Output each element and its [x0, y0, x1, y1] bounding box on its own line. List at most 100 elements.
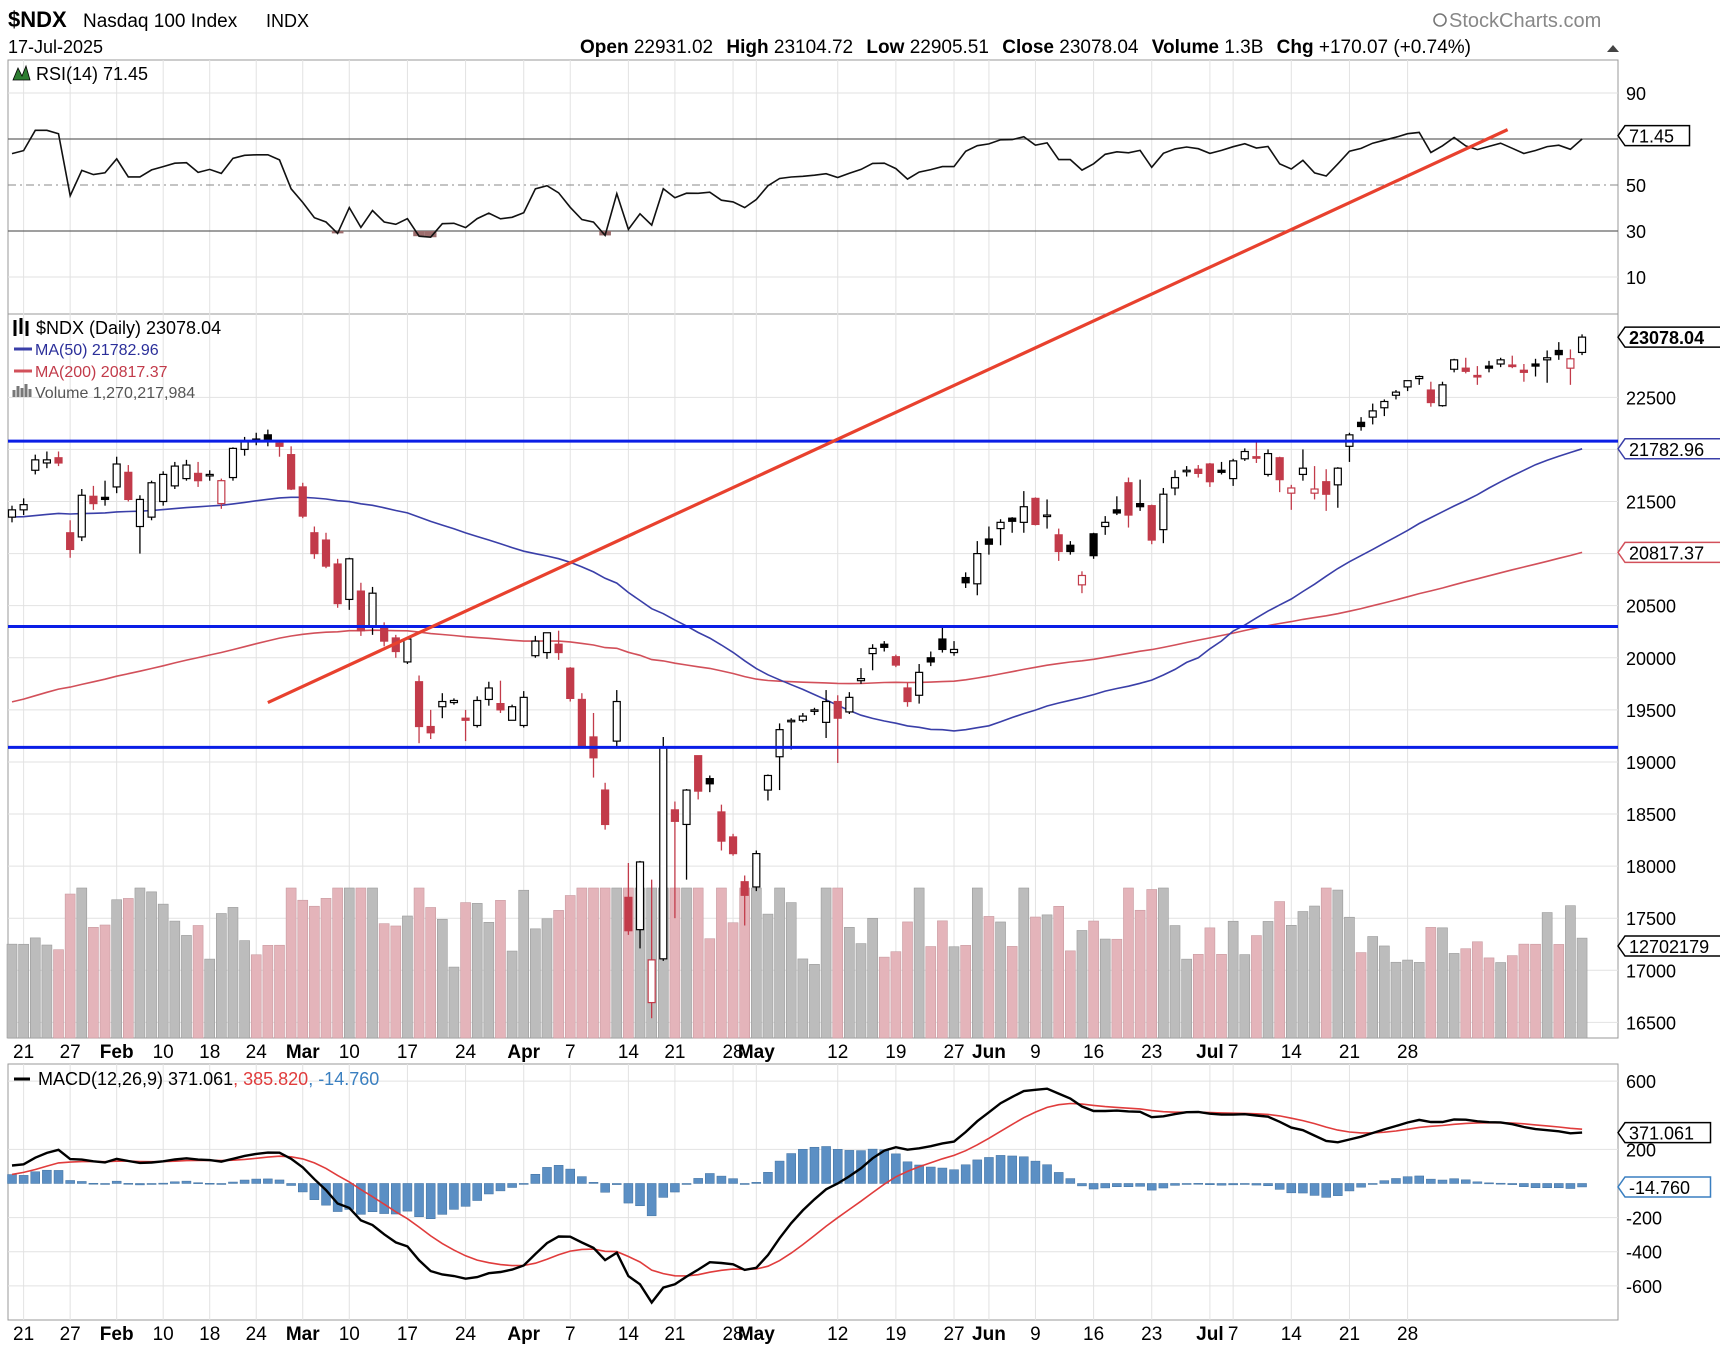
macd-histogram-bar: [146, 1183, 157, 1185]
volume-bar: [448, 966, 460, 1039]
macd-histogram-bar: [251, 1178, 261, 1184]
ohlc-readout: Open 22931.02 High 23104.72 Low 22905.51…: [580, 37, 1619, 58]
candle-body: [438, 700, 447, 708]
macd-histogram-bar: [1402, 1176, 1413, 1184]
macd-histogram-bar: [274, 1179, 285, 1184]
macd-histogram-bar: [1088, 1183, 1099, 1190]
volume-bar: [134, 887, 146, 1039]
volume-bar: [1460, 948, 1472, 1039]
date-tick-label: 24: [455, 1324, 477, 1345]
volume-bar: [820, 887, 832, 1039]
candle-body: [1450, 359, 1459, 370]
volume-bar: [250, 954, 262, 1039]
macd-histogram-bar: [553, 1165, 564, 1184]
volume-bar: [681, 887, 692, 1039]
macd-histogram-bar: [1472, 1181, 1483, 1184]
date-tick-label: 21: [664, 1324, 685, 1345]
volume-bar: [1320, 887, 1332, 1039]
macd-histogram-bar: [1298, 1183, 1308, 1194]
volume-bar: [1099, 938, 1111, 1039]
price-tick-label: 22500: [1626, 388, 1676, 408]
candle-body: [670, 809, 680, 822]
volume-bar: [937, 920, 948, 1039]
candle-body: [66, 532, 75, 551]
rsi-line: [11, 129, 1583, 239]
macd-histogram-bar: [728, 1178, 738, 1184]
macd-histogram-bar: [100, 1183, 110, 1185]
macd-histogram-bar: [623, 1183, 634, 1204]
macd-histogram-bar: [670, 1183, 680, 1193]
candle-body: [310, 532, 319, 555]
volume-bar: [1216, 954, 1227, 1039]
candle-body: [1566, 358, 1575, 369]
macd-histogram-bar: [298, 1183, 308, 1193]
macd-histogram-bar: [1240, 1183, 1250, 1185]
macd-histogram-bar: [507, 1183, 517, 1188]
candle-body: [717, 811, 726, 842]
volume-bar: [1530, 943, 1541, 1039]
macd-histogram-bar: [30, 1171, 41, 1184]
date-tick-label: 9: [1030, 1042, 1041, 1063]
macd-histogram-bar: [1437, 1179, 1448, 1184]
date-tick-label: 18: [199, 1324, 220, 1345]
macd-histogram-bar: [158, 1182, 168, 1185]
chg-label: Chg: [1277, 37, 1314, 58]
volume-legend: Volume 1,270,217,984: [35, 385, 195, 402]
candle-body: [77, 494, 86, 538]
volume-bar: [716, 887, 727, 1039]
volume-bar: [1483, 957, 1495, 1039]
candle-body: [1263, 452, 1273, 476]
volume-bar: [785, 902, 797, 1039]
candle-body: [147, 482, 156, 518]
candle-body: [473, 699, 482, 727]
candle-body: [414, 681, 424, 728]
macd-histogram-bar: [658, 1183, 669, 1198]
macd-histogram-bar: [1519, 1183, 1529, 1187]
volume-bar: [239, 940, 250, 1039]
rsi-tick-label: 90: [1626, 84, 1646, 104]
candle-body: [1322, 481, 1331, 495]
candle-body: [263, 434, 272, 441]
candle-body: [1101, 521, 1110, 528]
rsi-panel-frame: [7, 59, 1619, 315]
volume-bar: [1274, 901, 1285, 1039]
brand-watermark: StockCharts.com: [1449, 10, 1601, 32]
candle-body: [112, 463, 121, 488]
volume-bar: [1355, 952, 1367, 1039]
macd-histogram-bar: [1100, 1183, 1110, 1189]
date-tick-label: 17: [397, 1324, 418, 1345]
candle-body: [124, 471, 133, 501]
macd-histogram-bar: [216, 1183, 227, 1185]
date-tick-label: 21: [1339, 1042, 1360, 1063]
macd-histogram-bar: [646, 1183, 657, 1217]
volume-bar: [599, 887, 611, 1039]
volume-bar: [774, 887, 785, 1039]
volume-bar: [1030, 916, 1041, 1039]
volume-bar: [309, 905, 320, 1039]
candle-body: [763, 774, 773, 791]
candle-body: [182, 464, 191, 480]
volume-bar: [1576, 937, 1588, 1039]
candle-body: [601, 789, 610, 826]
macd-histogram-bar: [1042, 1164, 1052, 1184]
date-tick-label: 10: [339, 1324, 360, 1345]
macd-histogram-bar: [1367, 1183, 1378, 1185]
volume-bar: [111, 899, 122, 1039]
svg-text:Open 22931.02 High 23104.72: Open 22931.02 High 23104.72 Low 22905.51…: [580, 37, 1471, 58]
macd-histogram-bar: [1461, 1179, 1471, 1184]
volume-bar: [1251, 935, 1262, 1039]
exchange-code: INDX: [266, 11, 309, 31]
date-tick-label: 24: [455, 1042, 477, 1063]
macd-histogram-bar: [1344, 1183, 1355, 1192]
volume-bars: [6, 887, 1588, 1039]
candle-body: [1438, 384, 1447, 407]
macd-histogram-bar: [379, 1183, 389, 1214]
candle-body: [1508, 364, 1517, 368]
volume-bar: [1541, 912, 1553, 1039]
candle-body: [1496, 359, 1505, 365]
macd-histogram-bar: [402, 1183, 413, 1212]
candle-body: [449, 699, 459, 704]
volume-bar: [1309, 905, 1320, 1039]
volume-bar: [204, 958, 216, 1039]
